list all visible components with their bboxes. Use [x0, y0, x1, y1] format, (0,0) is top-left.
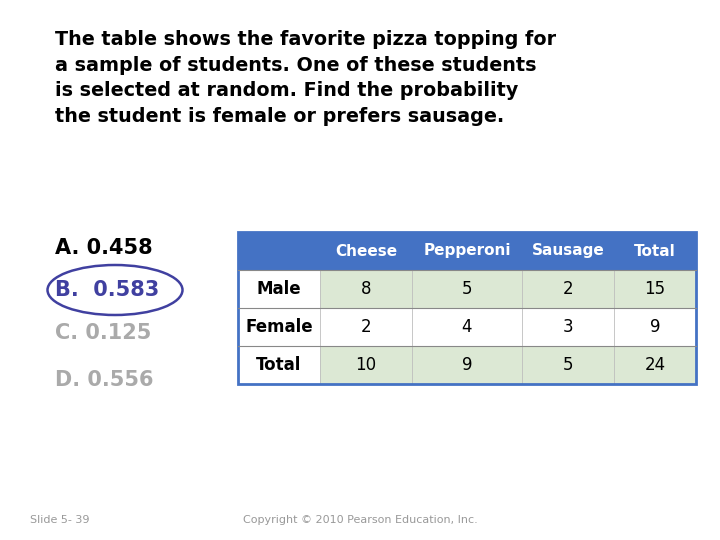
- FancyBboxPatch shape: [614, 270, 696, 308]
- Text: 5: 5: [462, 280, 472, 298]
- FancyBboxPatch shape: [614, 308, 696, 346]
- FancyBboxPatch shape: [412, 346, 522, 384]
- Text: D. 0.556: D. 0.556: [55, 370, 153, 390]
- FancyBboxPatch shape: [320, 308, 412, 346]
- FancyBboxPatch shape: [412, 308, 522, 346]
- FancyBboxPatch shape: [238, 232, 320, 270]
- Text: Copyright © 2010 Pearson Education, Inc.: Copyright © 2010 Pearson Education, Inc.: [243, 515, 477, 525]
- Text: 9: 9: [649, 318, 660, 336]
- FancyBboxPatch shape: [412, 232, 522, 270]
- Text: 5: 5: [563, 356, 573, 374]
- FancyBboxPatch shape: [522, 346, 614, 384]
- Text: Slide 5- 39: Slide 5- 39: [30, 515, 89, 525]
- Text: Male: Male: [257, 280, 301, 298]
- Text: Sausage: Sausage: [531, 244, 604, 259]
- Text: 3: 3: [563, 318, 573, 336]
- Text: The table shows the favorite pizza topping for
a sample of students. One of thes: The table shows the favorite pizza toppi…: [55, 30, 556, 126]
- Text: 10: 10: [356, 356, 377, 374]
- Text: Total: Total: [634, 244, 676, 259]
- FancyBboxPatch shape: [238, 346, 320, 384]
- Text: Total: Total: [256, 356, 302, 374]
- FancyBboxPatch shape: [614, 346, 696, 384]
- Text: 2: 2: [361, 318, 372, 336]
- FancyBboxPatch shape: [614, 232, 696, 270]
- Text: Pepperoni: Pepperoni: [423, 244, 510, 259]
- Text: 4: 4: [462, 318, 472, 336]
- FancyBboxPatch shape: [238, 308, 320, 346]
- Text: 24: 24: [644, 356, 665, 374]
- FancyBboxPatch shape: [320, 346, 412, 384]
- FancyBboxPatch shape: [320, 270, 412, 308]
- Text: 9: 9: [462, 356, 472, 374]
- FancyBboxPatch shape: [412, 270, 522, 308]
- Text: B.  0.583: B. 0.583: [55, 280, 159, 300]
- Text: 15: 15: [644, 280, 665, 298]
- FancyBboxPatch shape: [522, 232, 614, 270]
- Text: 8: 8: [361, 280, 372, 298]
- FancyBboxPatch shape: [238, 270, 320, 308]
- FancyBboxPatch shape: [320, 232, 412, 270]
- FancyBboxPatch shape: [522, 270, 614, 308]
- FancyBboxPatch shape: [522, 308, 614, 346]
- Text: Cheese: Cheese: [335, 244, 397, 259]
- Text: A. 0.458: A. 0.458: [55, 238, 153, 258]
- Text: C. 0.125: C. 0.125: [55, 323, 151, 343]
- Text: 2: 2: [563, 280, 573, 298]
- Text: Female: Female: [246, 318, 312, 336]
